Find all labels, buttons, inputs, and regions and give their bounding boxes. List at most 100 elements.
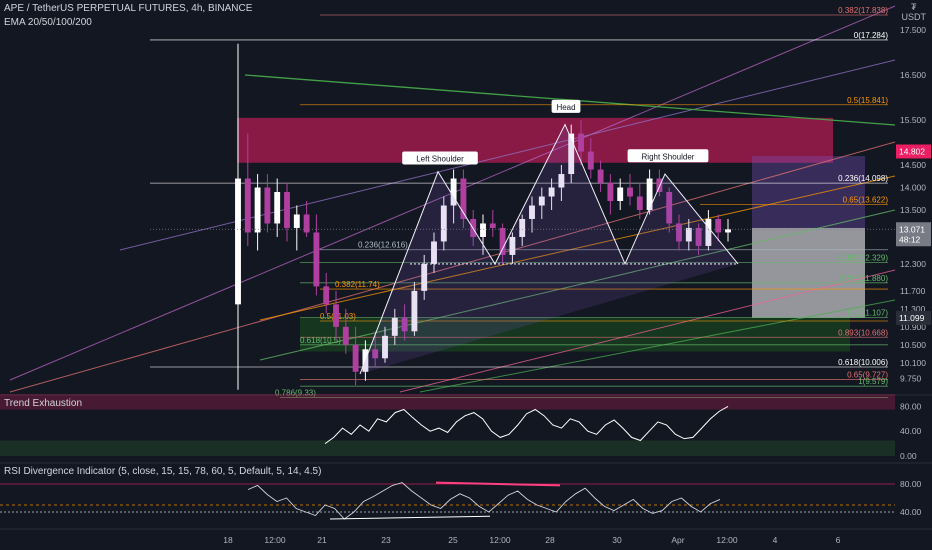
rsi-divergence-title: RSI Divergence Indicator (5, close, 15, … xyxy=(4,466,322,477)
y-tick-label: 14.500 xyxy=(900,160,926,170)
pattern-label-bg xyxy=(551,99,581,113)
x-tick-label: Apr xyxy=(671,535,684,545)
y-tick-label: 11.300 xyxy=(900,304,926,314)
candle-body xyxy=(342,326,349,345)
candle-body xyxy=(382,335,388,359)
candle-body xyxy=(421,263,428,291)
fib-level-label: 0.893(10.668) xyxy=(838,328,888,337)
candle-body xyxy=(617,187,624,201)
channel-line xyxy=(259,209,896,361)
fib-level-label: 0.236(12.616) xyxy=(358,241,408,250)
fib-level-label: 0.5(11.107) xyxy=(848,309,889,318)
candle-body xyxy=(705,218,712,246)
candle-body xyxy=(666,192,673,224)
level-badge-bg xyxy=(896,310,931,325)
candle-body xyxy=(627,187,633,197)
last-price-badge-bg xyxy=(896,222,931,247)
candle-body xyxy=(695,227,702,246)
y-tick-label: 10.500 xyxy=(900,340,926,350)
candle-body xyxy=(568,133,575,175)
pattern-outline xyxy=(359,123,739,375)
pattern-label: Head xyxy=(556,103,575,112)
pattern-label: Right Shoulder xyxy=(642,152,695,161)
overbought-band xyxy=(0,394,895,410)
fib-level-label: 0(17.284) xyxy=(854,31,889,40)
candle-body xyxy=(480,223,486,237)
projection-zone-lower xyxy=(752,227,865,318)
bullish-divergence-line xyxy=(329,515,491,520)
candle-body xyxy=(284,192,290,228)
fib-level-label: 0.382(17.838) xyxy=(838,6,888,15)
channel-line xyxy=(399,269,896,393)
bearish-divergence-line xyxy=(435,481,561,487)
supply-zone xyxy=(237,117,833,163)
candle-body xyxy=(431,241,437,264)
fib-level-label: 0.786(9.33) xyxy=(275,388,316,397)
y-tick-label: 16.500 xyxy=(900,70,926,80)
projection-zone-upper xyxy=(752,156,865,228)
y-tick-label: 12.300 xyxy=(900,259,926,269)
currency-unit[interactable]: ₮ USDT xyxy=(902,2,927,22)
candle-body xyxy=(499,227,506,255)
candle-body xyxy=(274,192,281,224)
candle-body xyxy=(401,317,408,332)
channel-line xyxy=(259,175,896,321)
candle-body xyxy=(244,178,251,233)
candle-body xyxy=(235,178,241,305)
channel-line xyxy=(419,299,896,393)
candle-body xyxy=(372,349,379,359)
last-price-badge: 13.071 xyxy=(899,224,925,234)
x-tick-label: 18 xyxy=(223,535,233,545)
current-price-badge-bg xyxy=(896,144,931,159)
fib-level-label: 1(9.579) xyxy=(858,377,888,386)
trend-y-tick: 80.00 xyxy=(900,401,922,411)
candle-body xyxy=(636,196,643,210)
candle-body xyxy=(715,218,722,233)
x-tick-label: 21 xyxy=(317,535,327,545)
fib-level-label: 0.618(10.5) xyxy=(300,336,341,345)
candle-body xyxy=(293,214,300,228)
candle-body xyxy=(685,227,692,242)
price-axis-bg xyxy=(895,0,932,550)
fib-level-label: 0.65(9.727) xyxy=(847,371,888,380)
candle-body xyxy=(450,178,457,206)
candle-body xyxy=(460,178,467,219)
candle-body xyxy=(352,344,359,372)
candle-body xyxy=(676,223,682,242)
candle-body xyxy=(254,187,261,233)
x-tick-label: 23 xyxy=(381,535,391,545)
fib-level-label: 0.382(12.329) xyxy=(838,254,888,263)
candle-body xyxy=(529,205,535,219)
candle-body xyxy=(548,187,555,197)
candle-body xyxy=(587,151,594,170)
fib-level-label: 0.65(13.622) xyxy=(843,196,889,205)
candle-body xyxy=(333,304,339,327)
rsi-line xyxy=(247,482,721,520)
rsi-y-tick: 80.00 xyxy=(900,479,922,489)
trend-exhaustion-title: Trend Exhaustion xyxy=(4,398,83,409)
x-tick-label: 28 xyxy=(545,535,555,545)
fib-level-label: 0.382(11.74) xyxy=(335,280,380,289)
y-tick-label: 11.700 xyxy=(900,286,926,296)
candle-body xyxy=(538,196,545,206)
candle-body xyxy=(656,178,663,193)
y-tick-label: 9.750 xyxy=(900,374,922,384)
candle-body xyxy=(440,205,447,242)
demand-zone xyxy=(300,317,850,352)
symbol-title: APE / TetherUS PERPETUAL FUTURES, 4h, BI… xyxy=(4,3,253,14)
fib-level-label: 0.5(15.841) xyxy=(847,96,888,105)
y-tick-label: 14.000 xyxy=(900,183,926,193)
currency-code: USDT xyxy=(901,12,927,22)
x-tick-label: 4 xyxy=(773,535,778,545)
y-tick-label: 13.500 xyxy=(900,205,926,215)
trend-y-tick: 0.00 xyxy=(900,451,917,461)
x-tick-label: 6 xyxy=(836,535,841,545)
fib-level-label: 0.618(10.006) xyxy=(838,358,888,367)
candle-body xyxy=(558,174,565,188)
candle-body xyxy=(597,169,604,184)
channel-line xyxy=(9,141,896,393)
x-tick-label: 12:00 xyxy=(716,535,738,545)
countdown-label: 48:12 xyxy=(899,234,921,244)
candle-body xyxy=(607,183,614,201)
